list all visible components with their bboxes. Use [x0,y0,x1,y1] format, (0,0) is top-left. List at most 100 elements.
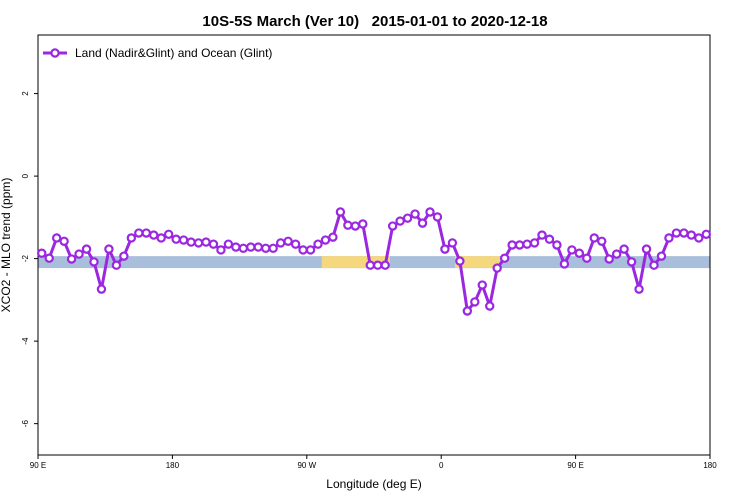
x-axis-label: Longitude (deg E) [326,477,421,491]
surface-band-segment [454,256,501,269]
data-point [298,245,308,255]
data-point [119,251,129,261]
data-point [641,244,652,254]
data-point [59,236,69,246]
data-point [193,238,204,248]
data-point [537,230,547,240]
data-point [679,228,689,238]
data-point [619,244,629,254]
data-point [313,239,323,249]
data-point [268,243,278,254]
x-tick-label: 180 [703,461,717,470]
x-tick-label: 90 W [297,461,316,470]
data-point [664,233,674,243]
data-point [305,245,316,255]
y-tick-label: -6 [21,420,30,428]
data-point [178,235,189,245]
data-point [231,242,241,252]
data-point [686,230,697,240]
data-point [559,259,570,269]
data-point [149,230,159,240]
data-point [432,212,443,222]
data-point [328,232,338,242]
data-point [238,243,249,254]
data-point [186,237,196,247]
data-point [410,209,420,219]
plot-frame [37,34,711,456]
data-point [597,236,607,246]
data-point [126,233,137,243]
data-point [373,260,383,270]
data-point [387,221,398,231]
data-point [223,239,234,249]
y-tick-label: -4 [21,337,30,345]
data-point [171,234,181,244]
data-point [134,228,144,238]
x-tick-label: 0 [439,461,444,470]
legend-marker [50,48,60,58]
data-point [649,260,659,270]
data-point [671,228,682,238]
data-point [275,238,286,248]
data-point [477,280,487,290]
data-point [604,254,614,264]
data-point [567,245,577,255]
data-point [634,284,644,294]
data-point [96,284,107,294]
data-point [111,260,122,270]
data-point [611,249,622,259]
data-point [335,207,346,217]
data-point [514,240,525,250]
data-point [37,248,47,258]
data-point [701,229,711,239]
data-point [470,297,480,307]
data-point [44,253,54,263]
y-tick-label: 0 [21,173,30,178]
data-point [74,249,84,259]
data-point [694,233,704,243]
x-tick-label: 90 E [567,461,583,470]
data-point [358,219,368,229]
data-point [485,301,495,311]
data-point [507,240,517,250]
data-point [51,233,62,243]
data-point [656,251,667,261]
x-tick-label: 180 [166,461,180,470]
data-point [529,238,540,248]
data-point [283,236,293,246]
data-point [261,243,271,254]
data-point [104,244,114,254]
data-point [589,233,599,243]
data-point [380,260,390,270]
data-point [402,213,413,223]
data-point [499,253,510,263]
data-point [156,233,166,243]
data-point [552,240,562,250]
data-point [582,253,592,263]
data-point [320,235,331,245]
data-point [365,260,375,270]
data-point [455,256,465,266]
data-point [417,218,428,228]
data-point [66,254,77,264]
data-point [343,220,353,230]
y-tick-label: 2 [21,91,30,96]
data-point [163,229,174,239]
data-point [626,257,637,267]
data-point [141,228,151,238]
data-point [89,257,99,267]
data-point [425,207,435,217]
data-point [246,242,256,252]
data-point [253,242,263,252]
data-point [395,216,405,226]
data-point [350,221,361,231]
chart-title: 10S-5S March (Ver 10) 2015-01-01 to 2020… [202,13,547,30]
data-point [447,238,458,248]
data-point [574,248,585,258]
data-point [440,244,450,254]
data-point [201,237,211,247]
data-point [462,306,473,316]
data-point [544,234,555,244]
